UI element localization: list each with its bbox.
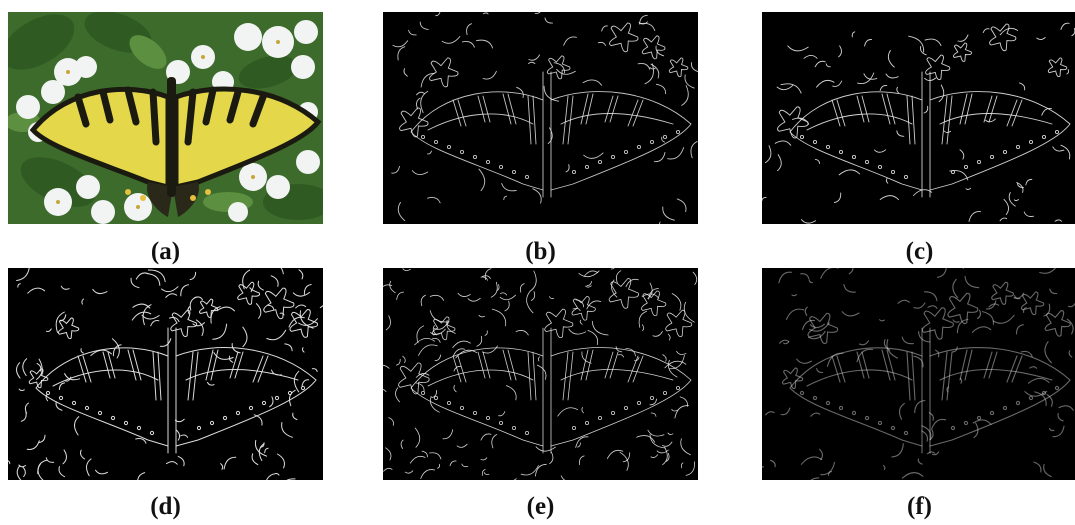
edge-map-b xyxy=(383,12,698,224)
edge-map-e xyxy=(383,268,698,480)
edge-map-f xyxy=(762,268,1075,480)
edge-map-e-image xyxy=(383,268,698,480)
edge-map-f-image xyxy=(762,268,1075,480)
caption-f: (f) xyxy=(907,493,932,520)
caption-b: (b) xyxy=(525,238,556,265)
butterfly-photo xyxy=(8,12,323,224)
edge-map-c-image xyxy=(762,12,1075,224)
edge-map-d xyxy=(8,268,323,480)
caption-c: (c) xyxy=(905,238,934,265)
butterfly-photo-image xyxy=(8,12,323,224)
edge-map-c xyxy=(762,12,1075,224)
caption-e: (e) xyxy=(526,493,555,520)
edge-map-b-image xyxy=(383,12,698,224)
caption-a: (a) xyxy=(150,238,181,265)
caption-d: (d) xyxy=(150,493,181,520)
edge-map-d-image xyxy=(8,268,323,480)
